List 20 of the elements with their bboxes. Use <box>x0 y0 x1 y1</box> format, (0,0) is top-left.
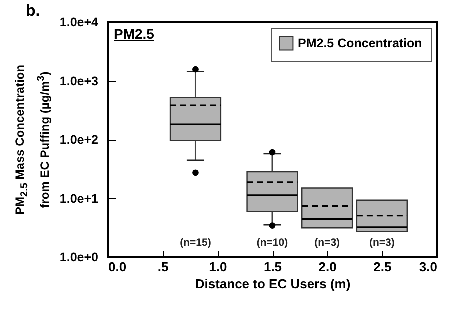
x-tick-label: 2.0 <box>318 260 337 274</box>
x-tick-label: 3.0 <box>419 260 438 274</box>
x-tick-label: 1.5 <box>264 260 282 274</box>
annotation: (n=3) <box>369 237 395 249</box>
annotation: (n=15) <box>180 237 212 249</box>
annotation: PM2.5 <box>114 26 154 42</box>
x-tick-label: 2.5 <box>374 260 392 274</box>
y-tick-label: 1.0e+0 <box>60 250 99 264</box>
y-tick-label: 1.0e+4 <box>60 16 99 30</box>
text: b. <box>26 3 40 21</box>
x-tick-label: 1.0 <box>209 260 228 274</box>
annotation: (n=10) <box>256 237 288 249</box>
x-tick-label: .5 <box>158 260 169 274</box>
y-tick-label: 1.0e+2 <box>60 133 99 147</box>
x-tick-label: 0.0 <box>108 260 127 274</box>
annotation: (n=3) <box>314 237 340 249</box>
x-axis-title: Distance to EC Users (m) <box>195 276 351 292</box>
y-tick-label: 1.0e+3 <box>60 74 99 88</box>
legend-label: PM2.5 Concentration <box>298 36 422 50</box>
y-tick-label: 1.0e+1 <box>60 192 99 206</box>
